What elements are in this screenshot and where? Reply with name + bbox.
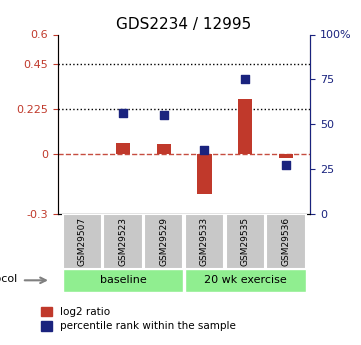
Point	[161, 112, 167, 118]
Text: GSM29507: GSM29507	[78, 217, 87, 266]
Text: 20 wk exercise: 20 wk exercise	[204, 275, 287, 285]
Bar	[226, 214, 265, 269]
Legend: log2 ratio, percentile rank within the sample: log2 ratio, percentile rank within the s…	[41, 307, 236, 332]
Text: GSM29536: GSM29536	[282, 217, 291, 266]
Title: GDS2234 / 12995: GDS2234 / 12995	[117, 17, 252, 32]
Bar	[63, 269, 183, 292]
Bar	[279, 154, 293, 158]
Text: protocol: protocol	[0, 274, 17, 284]
Bar	[157, 144, 171, 154]
Point	[283, 162, 289, 168]
Point	[242, 77, 248, 82]
Text: GSM29535: GSM29535	[241, 217, 250, 266]
Text: GSM29529: GSM29529	[159, 217, 168, 266]
Point	[120, 110, 126, 116]
Text: GSM29533: GSM29533	[200, 217, 209, 266]
Bar	[185, 269, 305, 292]
Bar	[197, 154, 212, 194]
Bar	[185, 214, 224, 269]
Bar	[63, 214, 102, 269]
Bar	[238, 99, 252, 154]
Point	[201, 147, 207, 153]
Text: baseline: baseline	[100, 275, 146, 285]
Bar	[144, 214, 183, 269]
Text: GSM29523: GSM29523	[118, 217, 127, 266]
Bar	[266, 214, 305, 269]
Bar	[116, 143, 130, 154]
Bar	[103, 214, 143, 269]
